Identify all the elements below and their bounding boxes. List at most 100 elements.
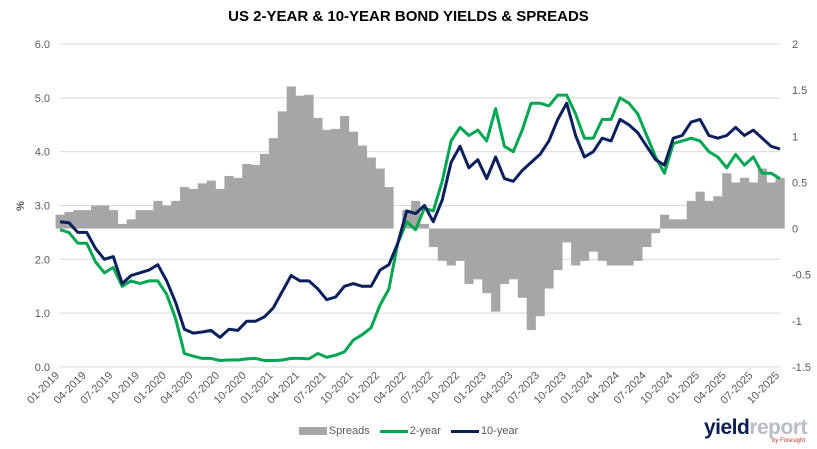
legend: Spreads 2-year 10-year (0, 425, 817, 437)
spread-bar (588, 228, 599, 252)
legend-item-spreads: Spreads (298, 425, 370, 437)
logo-text: report (749, 416, 807, 439)
spread-bar (215, 188, 225, 229)
spread-bar (606, 228, 616, 266)
spread-bar (188, 188, 199, 229)
line-10-year (59, 101, 781, 339)
spread-bar (500, 228, 510, 284)
spread-bar (402, 210, 412, 229)
spread-bar (180, 187, 190, 229)
spread-bar (108, 210, 119, 229)
spread-bar (713, 196, 723, 229)
logo-text: yield (703, 416, 750, 439)
spread-bar (766, 182, 776, 229)
y2-tick-label: -1 (792, 316, 802, 328)
spread-bar (73, 210, 83, 229)
spread-bar (491, 228, 501, 312)
spread-bar (153, 200, 163, 229)
spread-bar (633, 228, 643, 261)
spread-bar (624, 228, 634, 266)
spread-bar (242, 163, 252, 229)
spread-bar (677, 219, 687, 229)
y-tick-label: 1.0 (35, 308, 50, 320)
y2-tick-label: 2 (792, 39, 798, 51)
spread-bar (615, 228, 625, 266)
spread-bar (482, 228, 492, 294)
legend-label: 10-year (480, 425, 519, 437)
chart-title: US 2-YEAR & 10-YEAR BOND YIELDS & SPREAD… (228, 8, 589, 25)
y-tick-label: 4.0 (35, 147, 50, 159)
spread-bar (366, 157, 376, 229)
legend-label: Spreads (328, 425, 370, 437)
y-tick-label: 0.0 (35, 362, 50, 374)
spread-bar (437, 228, 447, 261)
y-axis-label: % (15, 201, 27, 211)
spread-bar (100, 205, 110, 229)
spread-bar (553, 228, 563, 271)
legend-swatch-10-year (450, 429, 479, 433)
legend-swatch-2-year (379, 429, 408, 433)
y-tick-label: 6.0 (35, 39, 50, 51)
spread-bar (251, 164, 261, 229)
spread-bar (748, 182, 759, 229)
spread-bar (126, 219, 136, 229)
y2-tick-label: -1.5 (792, 362, 811, 374)
logo-subtext: by Foresight (771, 438, 805, 444)
y2-tick-label: 0 (792, 224, 798, 236)
spread-bar (757, 168, 767, 229)
y2-tick-label: 1 (792, 131, 798, 143)
y2-tick-label: 1.5 (792, 85, 807, 97)
y2-tick-label: 0.5 (792, 177, 807, 189)
spread-bar (597, 228, 607, 261)
spread-bar (171, 200, 181, 229)
spread-bar (464, 228, 474, 284)
spread-bar (428, 228, 439, 248)
spread-bar (535, 228, 545, 317)
spread-bar (544, 228, 554, 289)
spread-bar (162, 205, 172, 229)
spread-bar (695, 191, 705, 229)
y-tick-label: 3.0 (35, 201, 50, 213)
spread-bar (91, 205, 101, 229)
legend-item-10-year: 10-year (450, 425, 519, 437)
spread-bar (775, 177, 785, 229)
spread-bar (260, 153, 270, 229)
spread-bar (304, 94, 314, 229)
spread-bar (668, 219, 679, 229)
spread-bar (384, 187, 394, 229)
spread-bar (117, 223, 127, 229)
spread-bar (704, 200, 714, 229)
spread-bar (446, 228, 456, 266)
line-2-year (59, 93, 781, 362)
spread-bar (651, 228, 661, 234)
spread-bar (562, 228, 572, 243)
legend-item-2-year: 2-year (379, 425, 441, 437)
spread-bar (331, 128, 341, 229)
spread-bar (348, 131, 359, 229)
spread-bar (322, 129, 332, 229)
spread-bar (517, 228, 527, 298)
spread-bar (64, 211, 74, 229)
spread-bar (224, 175, 234, 229)
spread-bar (686, 200, 696, 229)
spread-bar (277, 111, 287, 229)
spread-bar (313, 117, 323, 229)
spread-bar (233, 177, 243, 229)
spread-bar (731, 182, 741, 229)
spread-bar (642, 228, 652, 248)
spread-bar (526, 228, 536, 331)
spread-bar (206, 180, 216, 229)
spread-bar (473, 228, 483, 280)
y-tick-label: 2.0 (35, 254, 50, 266)
spread-bar (357, 145, 367, 229)
spread-bar (295, 95, 305, 229)
yieldreport-logo: yieldreport (703, 416, 808, 440)
y2-tick-label: -0.5 (792, 270, 811, 282)
spread-bar (455, 228, 465, 261)
spread-bar (571, 228, 581, 266)
spread-bar (135, 210, 145, 229)
spread-bar (340, 115, 350, 229)
spread-bar (268, 138, 279, 229)
